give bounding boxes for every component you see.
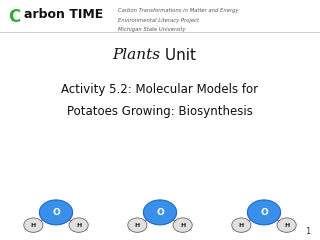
Text: arbon TIME: arbon TIME <box>24 8 103 21</box>
Text: H: H <box>284 223 289 228</box>
Text: O: O <box>156 208 164 217</box>
Circle shape <box>69 218 88 232</box>
Circle shape <box>277 218 296 232</box>
Text: O: O <box>260 208 268 217</box>
Text: Plants: Plants <box>112 48 160 62</box>
Text: 1: 1 <box>305 228 310 236</box>
Circle shape <box>232 218 251 232</box>
Text: Environmental Literacy Project: Environmental Literacy Project <box>118 18 199 23</box>
Text: H: H <box>135 223 140 228</box>
Text: O: O <box>52 208 60 217</box>
Text: Potatoes Growing: Biosynthesis: Potatoes Growing: Biosynthesis <box>67 105 253 118</box>
Circle shape <box>143 200 177 225</box>
Text: Michigan State University: Michigan State University <box>118 27 186 32</box>
Text: H: H <box>180 223 185 228</box>
Text: H: H <box>31 223 36 228</box>
Circle shape <box>24 218 43 232</box>
Circle shape <box>128 218 147 232</box>
Text: Activity 5.2: Molecular Models for: Activity 5.2: Molecular Models for <box>61 84 259 96</box>
Circle shape <box>247 200 281 225</box>
Circle shape <box>39 200 73 225</box>
Text: C: C <box>8 8 20 26</box>
Circle shape <box>173 218 192 232</box>
Text: Unit: Unit <box>160 48 196 63</box>
Text: H: H <box>239 223 244 228</box>
Text: H: H <box>76 223 81 228</box>
Text: Carbon Transformations in Matter and Energy: Carbon Transformations in Matter and Ene… <box>118 8 239 13</box>
